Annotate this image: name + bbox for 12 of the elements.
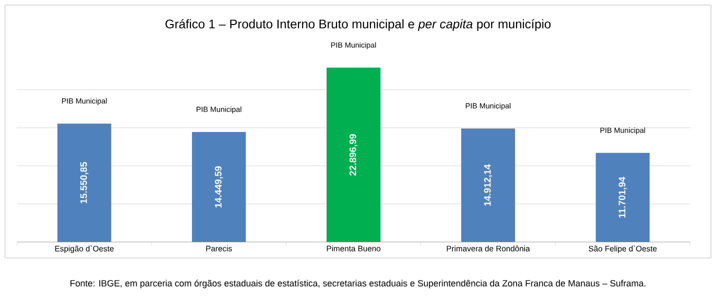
data-label: 14.449,59 [214, 166, 223, 208]
data-label: 22.896,99 [349, 134, 358, 176]
bar [57, 124, 112, 242]
data-label: 14.912,14 [484, 164, 492, 206]
bar [461, 128, 516, 242]
chart-title: Gráfico 1 – Produto Interno Bruto municipal e per capita por município [166, 19, 551, 31]
source-note: Fonte: IBGE, em parceria com órgãos estaduais de estatística, secretarias estaduais e Superintendência da Zona Franca de Manaus – Suframa. [70, 280, 646, 288]
data-label: 11.701,94 [618, 176, 627, 218]
bar [326, 68, 380, 242]
bar [192, 132, 246, 242]
bar [596, 152, 650, 242]
data-label: 15.550,85 [80, 162, 88, 204]
